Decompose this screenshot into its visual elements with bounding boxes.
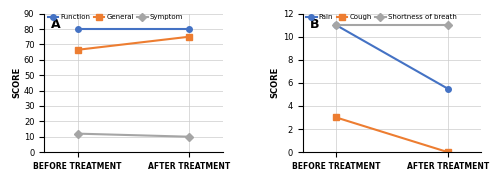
Function	[186, 28, 192, 30]
Text: A: A	[52, 18, 61, 31]
General	[75, 49, 81, 51]
Pain	[333, 24, 339, 26]
Line: Shortness of breath: Shortness of breath	[333, 22, 451, 28]
Text: B: B	[310, 18, 320, 31]
Cough	[333, 116, 339, 119]
Shortness of breath	[445, 24, 451, 26]
Line: General: General	[75, 34, 192, 53]
Pain	[445, 88, 451, 90]
Line: Symptom: Symptom	[75, 131, 192, 139]
Symptom	[186, 136, 192, 138]
Y-axis label: SCORE: SCORE	[271, 67, 280, 98]
Line: Pain: Pain	[333, 22, 451, 91]
Legend: Function, General, Symptom: Function, General, Symptom	[48, 14, 183, 20]
Symptom	[75, 132, 81, 135]
Function	[75, 28, 81, 30]
Line: Cough: Cough	[333, 115, 451, 155]
Cough	[445, 151, 451, 153]
Legend: Pain, Cough, Shortness of breath: Pain, Cough, Shortness of breath	[306, 14, 457, 20]
Y-axis label: SCORE: SCORE	[12, 67, 21, 98]
Shortness of breath	[333, 24, 339, 26]
Line: Function: Function	[75, 26, 192, 32]
General	[186, 35, 192, 38]
